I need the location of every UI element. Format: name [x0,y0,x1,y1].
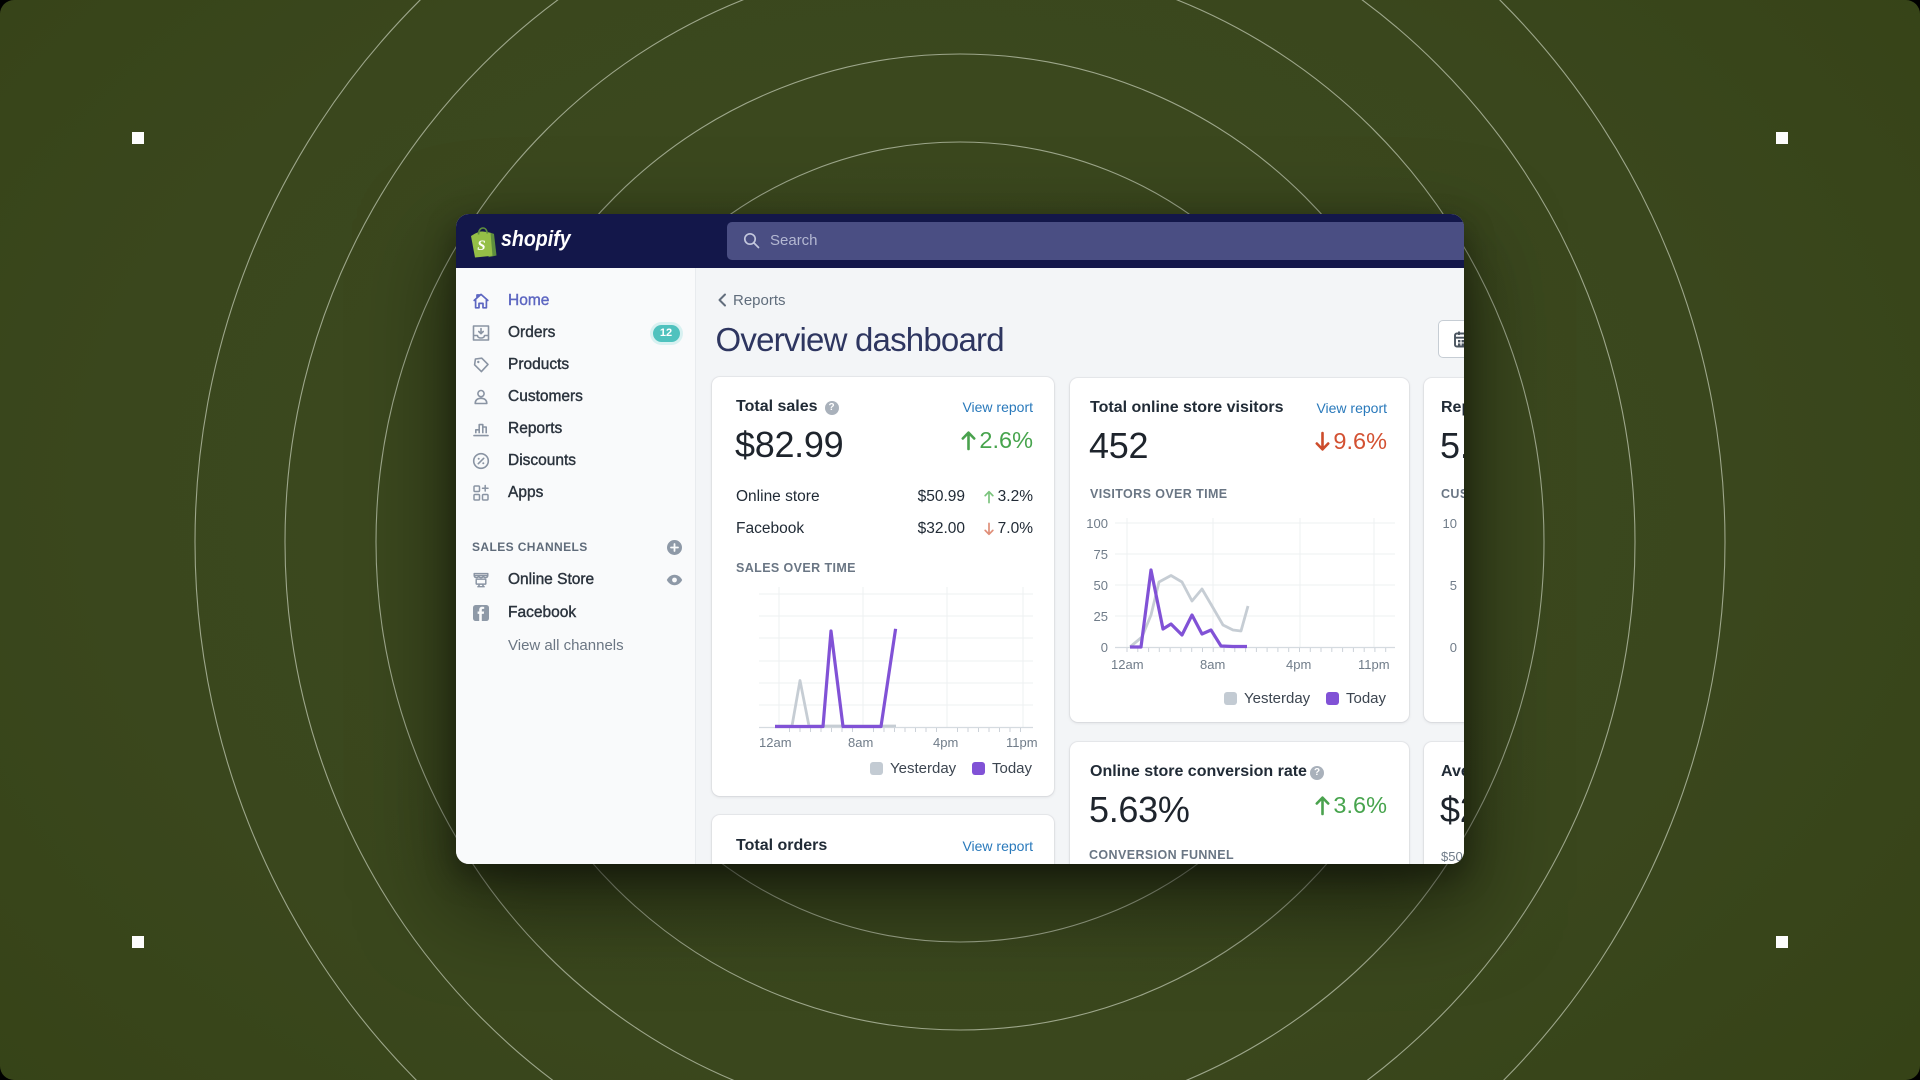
svg-text:S: S [477,238,485,254]
